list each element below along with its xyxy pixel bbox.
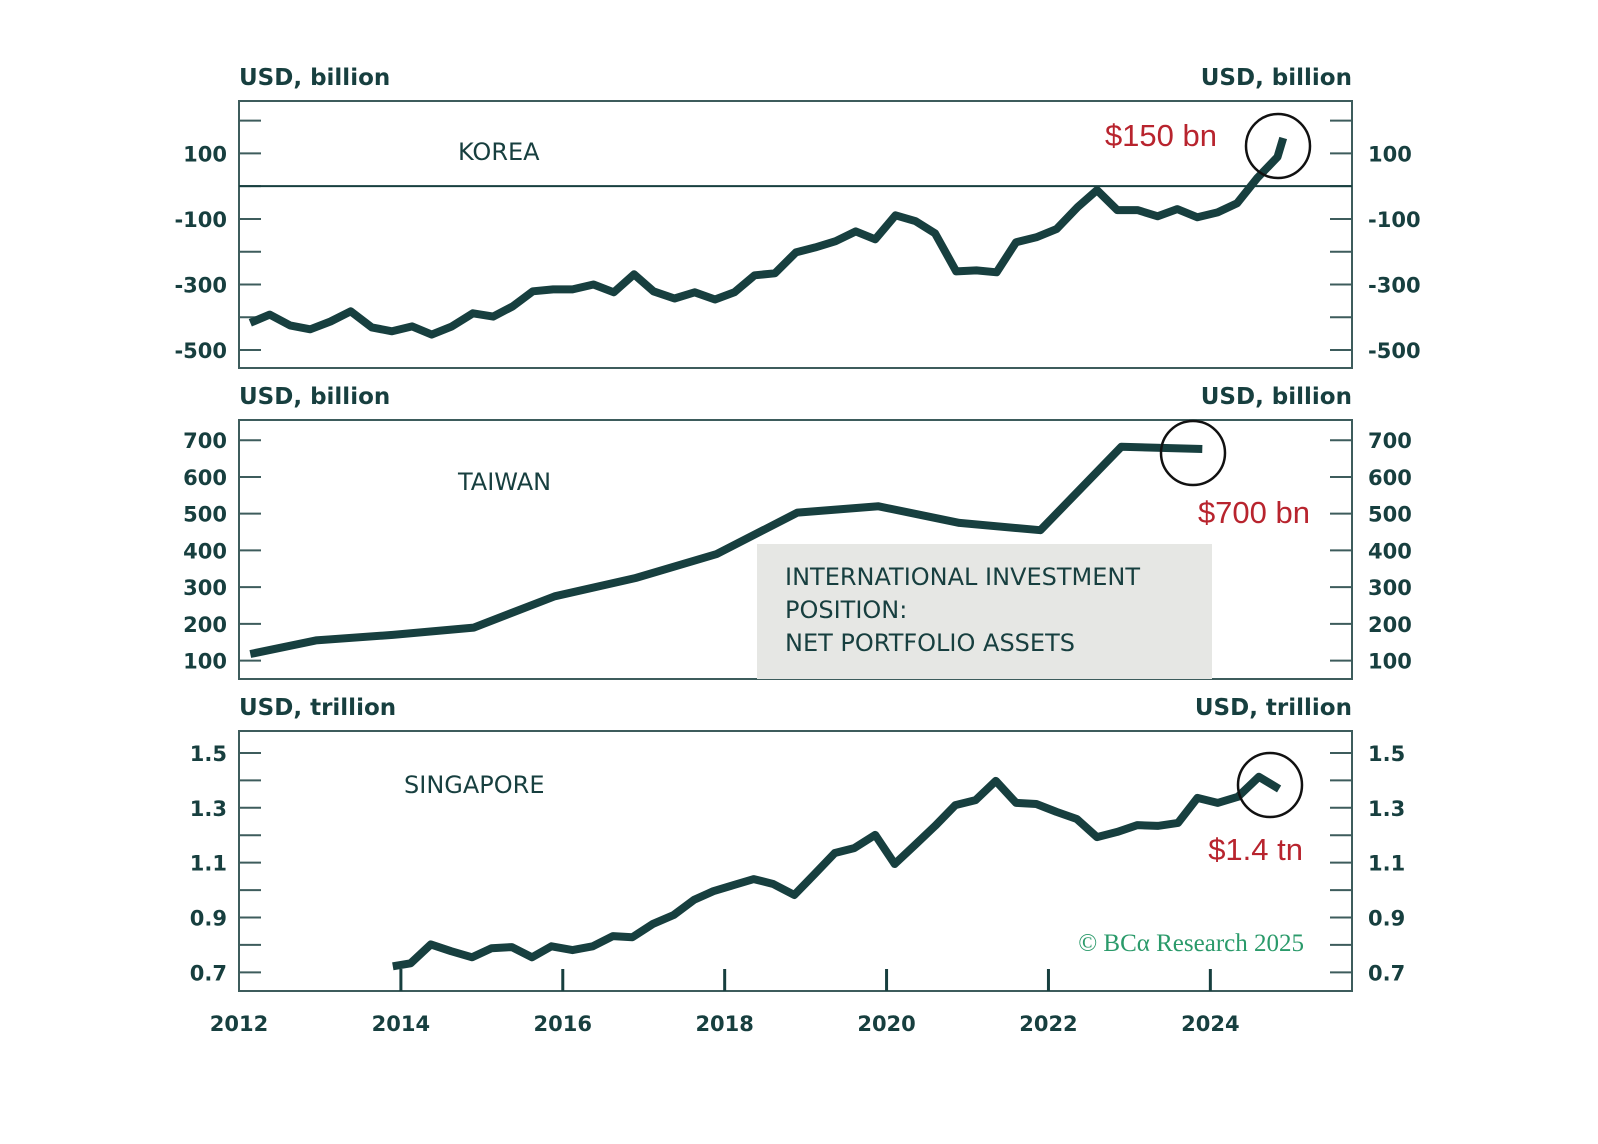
y-tick-label-left: 0.7 xyxy=(190,961,227,985)
y-tick-label-right: -100 xyxy=(1368,208,1421,232)
annotation-label: $150 bn xyxy=(1105,118,1217,153)
y-tick-label-right: 1.5 xyxy=(1368,742,1405,766)
y-tick-label-right: 1.3 xyxy=(1368,797,1405,821)
panel-label: SINGAPORE xyxy=(404,771,544,799)
y-tick-label-right: 1.1 xyxy=(1368,852,1405,876)
x-tick-label: 2020 xyxy=(857,1012,915,1036)
title-box-background xyxy=(757,544,1212,679)
panel-korea: USD, billion USD, billion 100 100 -100 -100 -3… xyxy=(174,65,1421,369)
y-tick-label-left: 300 xyxy=(183,576,227,600)
unit-label-right: USD, trillion xyxy=(1195,695,1352,721)
title-line-3: NET PORTFOLIO ASSETS xyxy=(785,629,1075,657)
x-tick-label: 2018 xyxy=(695,1012,753,1036)
y-tick-label-left: -300 xyxy=(174,273,227,297)
highlight-circle xyxy=(1159,419,1227,487)
series-line-taiwan xyxy=(249,442,1203,658)
y-tick-label-left: 1.1 xyxy=(190,852,227,876)
panel-label: KOREA xyxy=(458,138,540,166)
y-tick-label-left: 1.5 xyxy=(190,742,227,766)
x-tick-label: 2024 xyxy=(1181,1012,1239,1036)
series-line-korea xyxy=(248,136,1288,339)
y-tick-label-right: 200 xyxy=(1368,613,1412,637)
unit-label-left: USD, billion xyxy=(239,384,390,410)
panel-taiwan: USD, billion USD, billion 700 700 600 600 500 5… xyxy=(183,384,1412,680)
panel-frame xyxy=(238,100,1353,369)
y-tick-label-left: 0.9 xyxy=(190,906,227,930)
y-tick-label-right: 100 xyxy=(1368,650,1412,674)
credit: © BCα Research 2025 xyxy=(1078,930,1304,957)
highlight-circle xyxy=(1244,112,1312,180)
annotation-label: $700 bn xyxy=(1198,495,1310,530)
y-tick-label-right: 400 xyxy=(1368,539,1412,563)
y-tick-label-left: 100 xyxy=(183,142,227,166)
y-tick-label-right: 600 xyxy=(1368,466,1412,490)
title-line-1: INTERNATIONAL INVESTMENT xyxy=(785,563,1140,591)
unit-label-left: USD, billion xyxy=(239,65,390,91)
y-tick-label-right: 100 xyxy=(1368,142,1412,166)
y-tick-label-right: 500 xyxy=(1368,503,1412,527)
annotation-label: $1.4 tn xyxy=(1208,832,1303,867)
y-tick-label-left: 500 xyxy=(183,503,227,527)
y-tick-label-left: -100 xyxy=(174,208,227,232)
y-tick-label-left: 1.3 xyxy=(190,797,227,821)
unit-label-right: USD, billion xyxy=(1201,384,1352,410)
y-tick-label-left: 400 xyxy=(183,539,227,563)
panel-label: TAIWAN xyxy=(457,468,551,496)
y-tick-label-right: 300 xyxy=(1368,576,1412,600)
series-line-singapore xyxy=(392,772,1282,971)
title-box: INTERNATIONAL INVESTMENT POSITION: NET P… xyxy=(757,544,1212,679)
y-tick-label-right: -300 xyxy=(1368,273,1421,297)
y-tick-label-right: -500 xyxy=(1368,339,1421,363)
y-tick-label-right: 700 xyxy=(1368,429,1412,453)
y-tick-label-left: 700 xyxy=(183,429,227,453)
panel-singapore: USD, trillion USD, trillion 1.5 1.5 1.3 1.3 1.… xyxy=(190,695,1405,992)
x-tick-label: 2022 xyxy=(1019,1012,1077,1036)
highlight-circle xyxy=(1236,751,1304,819)
x-tick-label: 2016 xyxy=(534,1012,592,1036)
y-tick-label-left: 100 xyxy=(183,650,227,674)
y-tick-label-left: -500 xyxy=(174,339,227,363)
unit-label-left: USD, trillion xyxy=(239,695,396,721)
x-tick-label: 2012 xyxy=(210,1012,268,1036)
x-tick-label: 2014 xyxy=(372,1012,430,1036)
y-tick-label-right: 0.7 xyxy=(1368,961,1405,985)
unit-label-right: USD, billion xyxy=(1201,65,1352,91)
y-tick-label-left: 200 xyxy=(183,613,227,637)
x-axis: 2012 2014 2016 2018 2020 2022 2024 xyxy=(210,969,1240,1036)
title-line-2: POSITION: xyxy=(785,596,907,624)
y-tick-label-left: 600 xyxy=(183,466,227,490)
panel-frame xyxy=(238,730,1353,992)
y-tick-label-right: 0.9 xyxy=(1368,906,1405,930)
